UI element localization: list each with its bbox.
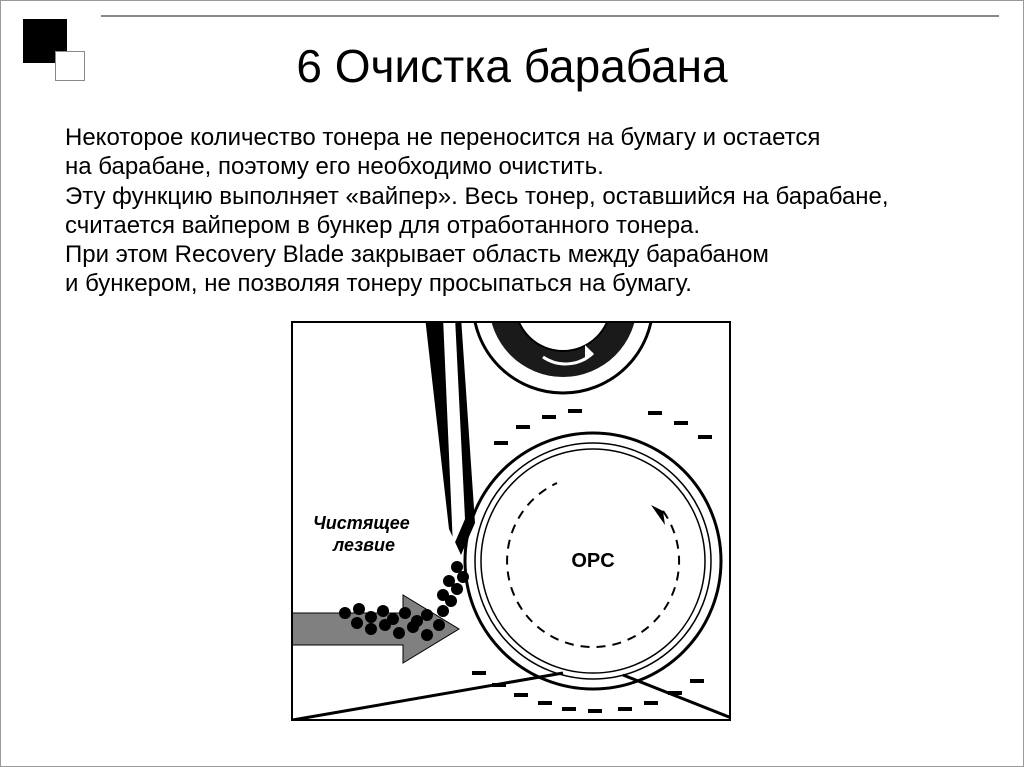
body-line: При этом Recovery Blade закрывает област… (65, 240, 983, 269)
body-line: считается вайпером в бункер для отработа… (65, 211, 983, 240)
drum-cleaning-diagram: OPC Чистящеелезвие (291, 321, 731, 721)
opc-label: OPC (571, 550, 614, 572)
blade-label: лезвие (332, 535, 395, 555)
body-line: Некоторое количество тонера не переносит… (65, 123, 983, 152)
top-rule (101, 15, 999, 17)
body-text: Некоторое количество тонера не переносит… (65, 123, 983, 299)
body-line: Эту функцию выполняет «вайпер». Весь тон… (65, 182, 983, 211)
blade-label: Чистящее (313, 513, 410, 533)
slide-title: 6 Очистка барабана (1, 39, 1023, 93)
slide: 6 Очистка барабана Некоторое количество … (0, 0, 1024, 767)
body-line: на барабане, поэтому его необходимо очис… (65, 152, 983, 181)
body-line: и бункером, не позволяя тонеру просыпать… (65, 269, 983, 298)
